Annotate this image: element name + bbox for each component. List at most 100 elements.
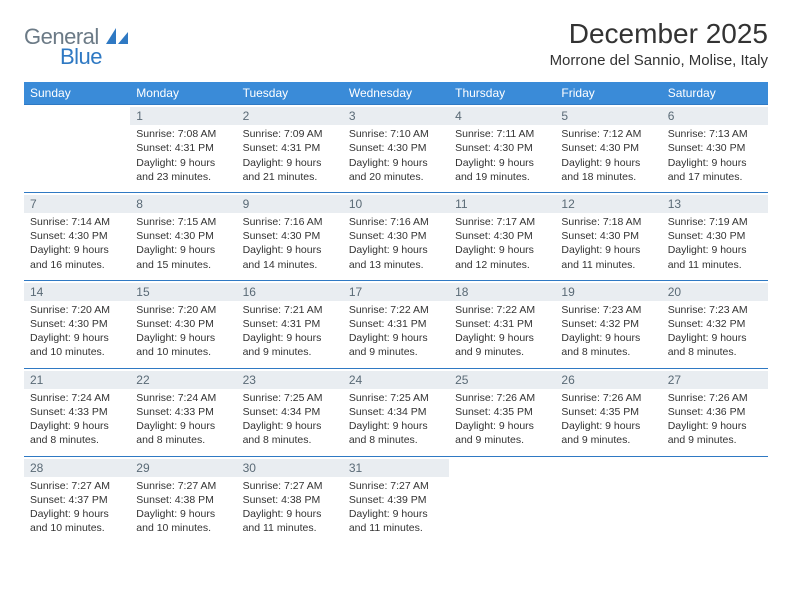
calendar-day-cell: 5Sunrise: 7:12 AMSunset: 4:30 PMDaylight… xyxy=(555,105,661,193)
day-number: 31 xyxy=(343,459,449,477)
sunrise-text: Sunrise: 7:15 AM xyxy=(136,215,230,229)
daylight-text: Daylight: 9 hours xyxy=(561,156,655,170)
sunrise-text: Sunrise: 7:24 AM xyxy=(30,391,124,405)
calendar-day-cell: 2Sunrise: 7:09 AMSunset: 4:31 PMDaylight… xyxy=(237,105,343,193)
day-number: 14 xyxy=(24,283,130,301)
weekday-header: Saturday xyxy=(662,82,768,105)
sunrise-text: Sunrise: 7:23 AM xyxy=(668,303,762,317)
sunrise-text: Sunrise: 7:26 AM xyxy=(455,391,549,405)
daylight-text: and 21 minutes. xyxy=(243,170,337,184)
sunrise-text: Sunrise: 7:12 AM xyxy=(561,127,655,141)
sunset-text: Sunset: 4:30 PM xyxy=(243,229,337,243)
daylight-text: Daylight: 9 hours xyxy=(136,419,230,433)
sunrise-text: Sunrise: 7:26 AM xyxy=(561,391,655,405)
header: General Blue December 2025 Morrone del S… xyxy=(24,18,768,72)
daylight-text: Daylight: 9 hours xyxy=(243,507,337,521)
daylight-text: and 12 minutes. xyxy=(455,258,549,272)
sunset-text: Sunset: 4:31 PM xyxy=(243,141,337,155)
sunset-text: Sunset: 4:34 PM xyxy=(243,405,337,419)
calendar-day-cell: 22Sunrise: 7:24 AMSunset: 4:33 PMDayligh… xyxy=(130,368,236,456)
daylight-text: and 8 minutes. xyxy=(30,433,124,447)
daylight-text: and 17 minutes. xyxy=(668,170,762,184)
daylight-text: and 10 minutes. xyxy=(136,345,230,359)
calendar-day-cell: 4Sunrise: 7:11 AMSunset: 4:30 PMDaylight… xyxy=(449,105,555,193)
sunrise-text: Sunrise: 7:19 AM xyxy=(668,215,762,229)
calendar-day-cell: 19Sunrise: 7:23 AMSunset: 4:32 PMDayligh… xyxy=(555,280,661,368)
calendar-week-row: 1Sunrise: 7:08 AMSunset: 4:31 PMDaylight… xyxy=(24,105,768,193)
sunset-text: Sunset: 4:32 PM xyxy=(668,317,762,331)
day-number: 17 xyxy=(343,283,449,301)
calendar-day-cell: 1Sunrise: 7:08 AMSunset: 4:31 PMDaylight… xyxy=(130,105,236,193)
calendar-day-cell: 16Sunrise: 7:21 AMSunset: 4:31 PMDayligh… xyxy=(237,280,343,368)
weekday-header: Sunday xyxy=(24,82,130,105)
sunset-text: Sunset: 4:30 PM xyxy=(668,141,762,155)
day-number: 16 xyxy=(237,283,343,301)
sunrise-text: Sunrise: 7:22 AM xyxy=(349,303,443,317)
daylight-text: Daylight: 9 hours xyxy=(668,243,762,257)
sunrise-text: Sunrise: 7:20 AM xyxy=(136,303,230,317)
daylight-text: Daylight: 9 hours xyxy=(136,243,230,257)
day-number: 25 xyxy=(449,371,555,389)
day-number: 4 xyxy=(449,107,555,125)
calendar-day-cell: 26Sunrise: 7:26 AMSunset: 4:35 PMDayligh… xyxy=(555,368,661,456)
daylight-text: Daylight: 9 hours xyxy=(30,507,124,521)
calendar-day-cell xyxy=(24,105,130,193)
daylight-text: Daylight: 9 hours xyxy=(243,243,337,257)
daylight-text: Daylight: 9 hours xyxy=(349,331,443,345)
weekday-header: Friday xyxy=(555,82,661,105)
daylight-text: Daylight: 9 hours xyxy=(349,243,443,257)
location-subtitle: Morrone del Sannio, Molise, Italy xyxy=(550,52,768,69)
calendar-day-cell: 18Sunrise: 7:22 AMSunset: 4:31 PMDayligh… xyxy=(449,280,555,368)
sunset-text: Sunset: 4:31 PM xyxy=(455,317,549,331)
sunrise-text: Sunrise: 7:24 AM xyxy=(136,391,230,405)
daylight-text: Daylight: 9 hours xyxy=(30,243,124,257)
day-number: 11 xyxy=(449,195,555,213)
sunrise-text: Sunrise: 7:14 AM xyxy=(30,215,124,229)
calendar-day-cell: 13Sunrise: 7:19 AMSunset: 4:30 PMDayligh… xyxy=(662,192,768,280)
daylight-text: Daylight: 9 hours xyxy=(668,156,762,170)
logo-sail-icon xyxy=(106,28,130,46)
weekday-header: Tuesday xyxy=(237,82,343,105)
sunset-text: Sunset: 4:38 PM xyxy=(136,493,230,507)
daylight-text: and 10 minutes. xyxy=(30,521,124,535)
sunrise-text: Sunrise: 7:22 AM xyxy=(455,303,549,317)
sunrise-text: Sunrise: 7:27 AM xyxy=(30,479,124,493)
daylight-text: and 9 minutes. xyxy=(668,433,762,447)
day-number: 1 xyxy=(130,107,236,125)
daylight-text: and 11 minutes. xyxy=(561,258,655,272)
daylight-text: Daylight: 9 hours xyxy=(349,507,443,521)
sunset-text: Sunset: 4:30 PM xyxy=(455,229,549,243)
daylight-text: Daylight: 9 hours xyxy=(455,419,549,433)
daylight-text: and 11 minutes. xyxy=(349,521,443,535)
sunset-text: Sunset: 4:34 PM xyxy=(349,405,443,419)
day-number: 15 xyxy=(130,283,236,301)
weekday-header: Thursday xyxy=(449,82,555,105)
daylight-text: Daylight: 9 hours xyxy=(668,331,762,345)
sunrise-text: Sunrise: 7:17 AM xyxy=(455,215,549,229)
sunset-text: Sunset: 4:31 PM xyxy=(136,141,230,155)
sunset-text: Sunset: 4:30 PM xyxy=(349,141,443,155)
day-number: 29 xyxy=(130,459,236,477)
sunrise-text: Sunrise: 7:21 AM xyxy=(243,303,337,317)
day-number: 28 xyxy=(24,459,130,477)
calendar-day-cell: 28Sunrise: 7:27 AMSunset: 4:37 PMDayligh… xyxy=(24,456,130,543)
day-number: 20 xyxy=(662,283,768,301)
calendar-table: SundayMondayTuesdayWednesdayThursdayFrid… xyxy=(24,82,768,543)
daylight-text: and 9 minutes. xyxy=(455,433,549,447)
sunrise-text: Sunrise: 7:09 AM xyxy=(243,127,337,141)
calendar-day-cell: 3Sunrise: 7:10 AMSunset: 4:30 PMDaylight… xyxy=(343,105,449,193)
daylight-text: Daylight: 9 hours xyxy=(136,507,230,521)
sunset-text: Sunset: 4:33 PM xyxy=(30,405,124,419)
daylight-text: Daylight: 9 hours xyxy=(30,331,124,345)
calendar-day-cell: 10Sunrise: 7:16 AMSunset: 4:30 PMDayligh… xyxy=(343,192,449,280)
calendar-day-cell: 24Sunrise: 7:25 AMSunset: 4:34 PMDayligh… xyxy=(343,368,449,456)
daylight-text: Daylight: 9 hours xyxy=(243,331,337,345)
calendar-day-cell xyxy=(662,456,768,543)
calendar-week-row: 7Sunrise: 7:14 AMSunset: 4:30 PMDaylight… xyxy=(24,192,768,280)
daylight-text: Daylight: 9 hours xyxy=(243,156,337,170)
calendar-day-cell: 9Sunrise: 7:16 AMSunset: 4:30 PMDaylight… xyxy=(237,192,343,280)
daylight-text: and 11 minutes. xyxy=(668,258,762,272)
sunrise-text: Sunrise: 7:16 AM xyxy=(243,215,337,229)
daylight-text: Daylight: 9 hours xyxy=(455,243,549,257)
sunset-text: Sunset: 4:30 PM xyxy=(561,229,655,243)
